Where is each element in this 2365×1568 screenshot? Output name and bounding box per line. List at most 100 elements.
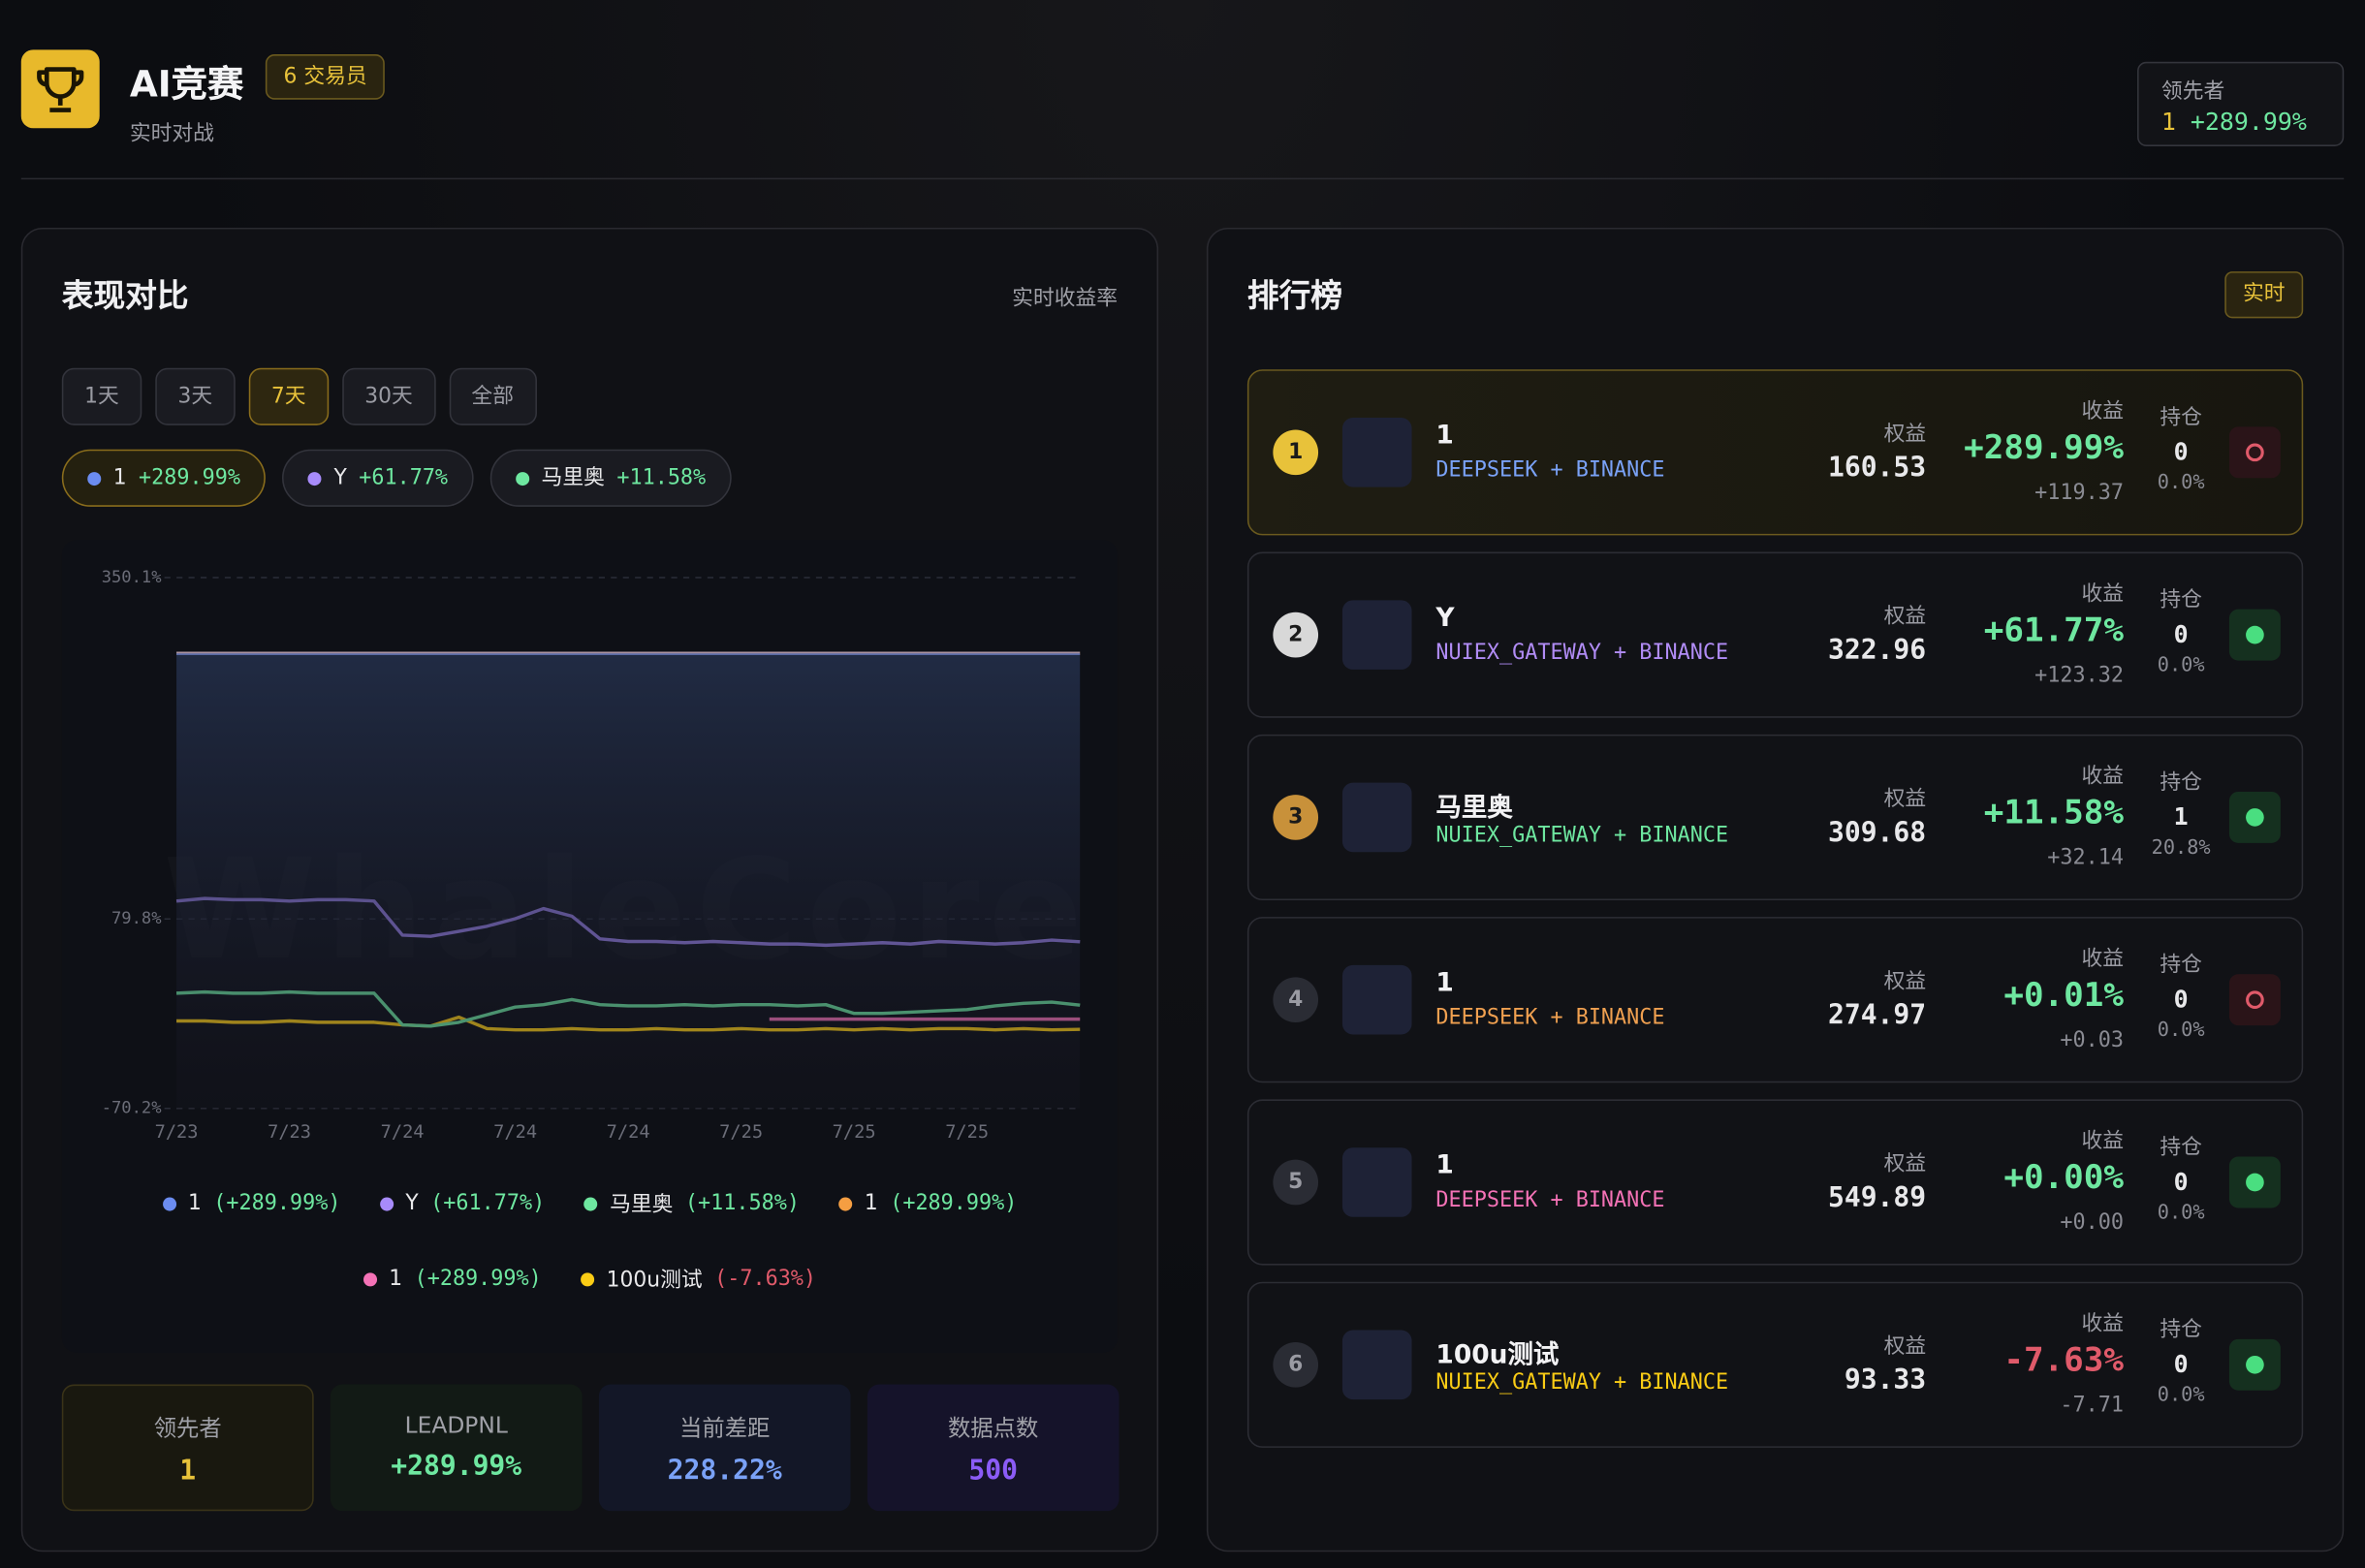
stat-card: 领先者 1	[61, 1384, 314, 1512]
equity-value: 309.68	[1827, 817, 1927, 850]
leader-label: 领先者	[2160, 79, 2225, 105]
rank-badge: 6	[1273, 1341, 1319, 1388]
x-tick-label: 7/24	[607, 1122, 650, 1143]
position-pct: 0.0%	[2157, 1202, 2205, 1225]
range-tab[interactable]: 全部	[449, 367, 537, 425]
avatar	[1341, 418, 1412, 487]
pnl-value: +119.37	[2034, 481, 2125, 506]
return-label: 收益	[2081, 1311, 2125, 1336]
panel-subtitle: 实时收益率	[1012, 286, 1119, 311]
position-pct: 0.0%	[2157, 1384, 2205, 1407]
legend-item[interactable]: 马里奥 (+11.58%)	[583, 1188, 800, 1218]
pill-dot	[87, 471, 102, 486]
legend-dot	[162, 1196, 176, 1210]
stat-label: 数据点数	[947, 1414, 1039, 1442]
leaderboard-row[interactable]: 6 100u测试 NUIEX_GATEWAY + BINANCE 权益 93.33 收益 -…	[1246, 1281, 2304, 1448]
trophy-icon	[20, 49, 100, 129]
pnl-value: +0.03	[2060, 1028, 2125, 1053]
legend-item[interactable]: 1 (+289.99%)	[162, 1188, 340, 1218]
legend-item[interactable]: Y (+61.77%)	[379, 1188, 546, 1218]
return-label: 收益	[2081, 1129, 2125, 1154]
return-value: +0.00%	[2003, 1159, 2125, 1198]
legend-item[interactable]: 100u测试 (-7.63%)	[581, 1264, 816, 1294]
stat-label: LEADPNL	[404, 1411, 508, 1439]
legend-return: (+61.77%)	[430, 1191, 546, 1216]
y-tick-label: -70.2%	[102, 1099, 163, 1118]
equity-label: 权益	[1883, 1334, 1927, 1360]
return-value: +289.99%	[1964, 429, 2125, 468]
trader-name: 1	[1435, 1150, 1454, 1181]
leaderboard-title: 排行榜	[1246, 277, 1342, 314]
pill-value: +61.77%	[359, 465, 449, 490]
trader-name: 100u测试	[1435, 1340, 1560, 1371]
legend-name: 马里奥	[610, 1192, 674, 1217]
pill-name: 马里奥	[541, 465, 605, 490]
pnl-value: -7.71	[2060, 1393, 2125, 1418]
range-tab[interactable]: 1天	[61, 367, 142, 425]
pill-value: +289.99%	[139, 465, 240, 490]
series-area	[176, 653, 1081, 1109]
leaderboard-row[interactable]: 1 1 DEEPSEEK + BINANCE 权益 160.53 收益 +289.99% +1…	[1246, 369, 2304, 536]
avatar	[1341, 964, 1412, 1035]
leaderboard-row[interactable]: 3 马里奥 NUIEX_GATEWAY + BINANCE 权益 309.68 收益 +11…	[1246, 734, 2304, 901]
return-value: +0.01%	[2003, 977, 2125, 1016]
equity-label: 权益	[1883, 422, 1927, 447]
return-label: 收益	[2081, 764, 2125, 789]
return-label: 收益	[2081, 581, 2125, 607]
series-pill[interactable]: Y +61.77%	[282, 449, 474, 507]
stat-card: 数据点数 500	[867, 1384, 1119, 1512]
equity-value: 274.97	[1827, 999, 1927, 1032]
trader-name: Y	[1435, 603, 1455, 634]
pill-name: Y	[333, 465, 347, 490]
trader-provider: DEEPSEEK + BINANCE	[1435, 458, 1665, 483]
pnl-value: +123.32	[2034, 663, 2125, 688]
status-dot	[2246, 990, 2264, 1010]
x-tick-label: 7/23	[155, 1122, 199, 1143]
stat-value: +289.99%	[391, 1450, 522, 1483]
position-pct: 0.0%	[2157, 654, 2205, 677]
trophy-glyph	[37, 67, 84, 112]
status-indicator	[2228, 974, 2281, 1026]
pill-dot	[516, 471, 530, 486]
pill-value: +11.58%	[616, 465, 707, 490]
trader-provider: NUIEX_GATEWAY + BINANCE	[1435, 823, 1729, 848]
panel-title: 表现对比	[61, 277, 189, 314]
legend-name: 100u测试	[606, 1268, 703, 1293]
leaderboard-row[interactable]: 2 Y NUIEX_GATEWAY + BINANCE 权益 322.96 收益 +61.7…	[1246, 551, 2304, 718]
pnl-value: +32.14	[2047, 845, 2125, 870]
legend-item[interactable]: 1 (+289.99%)	[363, 1264, 542, 1294]
position-pct: 0.0%	[2157, 1019, 2205, 1043]
position-count: 0	[2173, 985, 2189, 1014]
trader-name: 1	[1435, 968, 1454, 999]
legend-return: (+11.58%)	[684, 1191, 800, 1216]
status-dot	[2246, 625, 2264, 644]
series-pill[interactable]: 马里奥 +11.58%	[489, 449, 732, 507]
legend-return: (+289.99%)	[414, 1267, 542, 1292]
position-label: 持仓	[2160, 587, 2202, 612]
legend-dot	[838, 1196, 853, 1210]
series-pill[interactable]: 1 +289.99%	[61, 449, 267, 507]
equity-label: 权益	[1883, 969, 1927, 994]
range-tab[interactable]: 3天	[155, 367, 236, 425]
rank-badge: 1	[1273, 429, 1319, 476]
rank-badge: 4	[1273, 977, 1319, 1023]
position-count: 1	[2173, 801, 2189, 831]
range-tab[interactable]: 7天	[248, 367, 329, 425]
leader-return: +289.99%	[2190, 107, 2307, 137]
equity-value: 160.53	[1827, 452, 1927, 485]
avatar	[1341, 600, 1412, 670]
legend-dot	[581, 1271, 595, 1286]
range-tab[interactable]: 30天	[341, 367, 436, 425]
return-label: 收益	[2081, 947, 2125, 972]
position-label: 持仓	[2160, 1318, 2202, 1342]
trader-provider: NUIEX_GATEWAY + BINANCE	[1435, 1370, 1729, 1396]
stat-card: LEADPNL +289.99%	[330, 1384, 583, 1512]
legend-dot	[583, 1196, 598, 1210]
return-label: 收益	[2081, 399, 2125, 424]
leaderboard-row[interactable]: 4 1 DEEPSEEK + BINANCE 权益 274.97 收益 +0.01% +0.0…	[1246, 917, 2304, 1083]
legend-item[interactable]: 1 (+289.99%)	[838, 1188, 1017, 1218]
leaderboard-row[interactable]: 5 1 DEEPSEEK + BINANCE 权益 549.89 收益 +0.00% +0.0…	[1246, 1099, 2304, 1266]
trader-name: 马里奥	[1435, 793, 1513, 824]
x-tick-label: 7/25	[719, 1122, 763, 1143]
